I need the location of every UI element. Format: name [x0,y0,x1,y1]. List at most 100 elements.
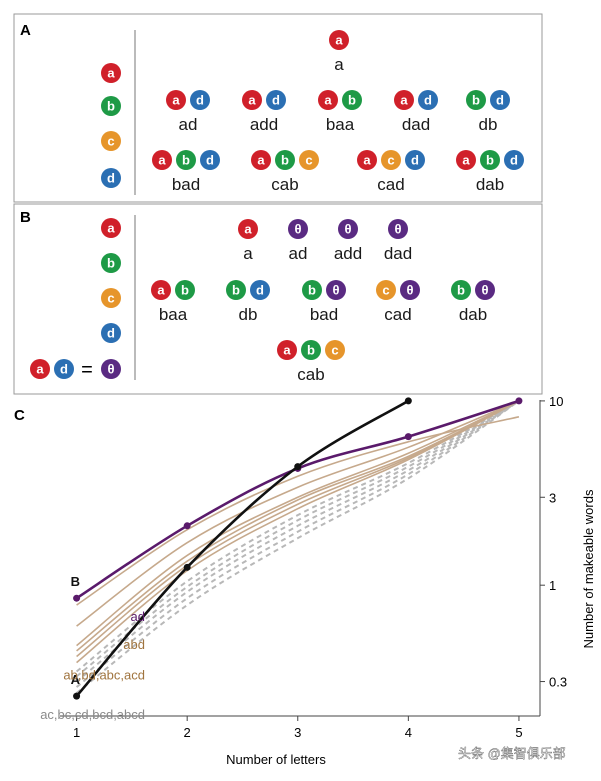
letter-circle [238,219,258,239]
letter-glyph: b [308,283,316,298]
y-tick-label: 1 [549,578,556,593]
letter-glyph: c [305,153,312,168]
letter-glyph: b [307,343,315,358]
series-line-abd [76,400,520,627]
word-label: a [334,55,344,74]
letter-glyph: b [181,283,189,298]
letter-theta-bubble: θ [326,280,346,300]
letter-a-bubble: a [30,359,50,379]
letter-b-bubble: b [101,253,121,273]
letter-glyph: b [232,283,240,298]
letter-d-bubble: d [190,90,210,110]
letter-glyph: d [411,153,419,168]
series-line-A [75,399,410,697]
letter-glyph: a [400,93,408,108]
series-line-bd [76,400,520,652]
letter-circle [338,219,358,239]
legend-label: ab,bd,abc,acd [63,668,145,683]
letter-d-bubble: d [418,90,438,110]
letter-circle [226,280,246,300]
letter-glyph: θ [344,222,351,237]
letter-circle [101,323,121,343]
letter-c-bubble: c [101,288,121,308]
letter-glyph: a [283,343,291,358]
letter-theta-bubble: θ [388,219,408,239]
letter-circle [405,150,425,170]
series-line-bc [75,400,520,678]
legend-label: abd [123,637,145,652]
series-tag-A: A [71,672,81,687]
series-line-ad [76,416,520,606]
word-label: ad [289,244,308,263]
word-label: db [239,305,258,324]
letter-circle [275,150,295,170]
letter-a-bubble: a [151,280,171,300]
word-label: add [334,244,362,263]
letter-circle [54,359,74,379]
letter-a-bubble: a [329,30,349,50]
letter-d-bubble: d [200,150,220,170]
series-point-A [404,397,412,405]
letter-circle [101,253,121,273]
letter-circle [418,90,438,110]
word-baa: a b baa [318,90,362,134]
word-db: b d db [226,280,270,324]
series-line-acd [76,400,520,664]
word-label: cab [297,365,324,384]
legend-label: ad [131,609,145,624]
word-label: db [479,115,498,134]
series-point-B [73,594,81,602]
x-tick-label: 5 [515,725,522,740]
letter-b-bubble: b [101,96,121,116]
letter-glyph: c [387,153,394,168]
letter-circle [166,90,186,110]
series-tag-B: B [71,574,80,589]
letter-glyph: θ [394,222,401,237]
letter-glyph: θ [294,222,301,237]
letter-circle [152,150,172,170]
letter-d-bubble: d [490,90,510,110]
letter-glyph: a [257,153,265,168]
letter-d-bubble: d [54,359,74,379]
letter-b-bubble: b [342,90,362,110]
word-a: aa [329,30,349,74]
letter-glyph: d [60,362,68,377]
letter-circle [277,340,297,360]
letter-circle [326,280,346,300]
letter-glyph: b [107,256,115,271]
letter-circle [299,150,319,170]
word-label: baa [326,115,355,134]
word-label: a [243,244,253,263]
letter-glyph: d [206,153,214,168]
word-baa: a b baa [151,280,195,324]
word-add: θ add [334,219,362,263]
letter-b-bubble: b [226,280,246,300]
letter-glyph: c [331,343,338,358]
panel-b-title: B [20,209,31,226]
letter-a-bubble: a [251,150,271,170]
letter-glyph: c [382,283,389,298]
panel-a-alphabet: a b c d [101,63,121,188]
letter-glyph: θ [332,283,339,298]
letter-a-bubble: a [394,90,414,110]
letter-c-bubble: c [325,340,345,360]
letter-circle [101,131,121,151]
word-label: cad [377,175,404,194]
panel-c: C 1 2 3 4 5 0.3 1 3 10 A Bad abd ab,bd,abc,acd ac,bc,… [14,394,596,767]
y-axis-label: Number of makeable words [581,489,596,648]
letter-d-bubble: d [101,323,121,343]
letter-circle [357,150,377,170]
letter-circle [250,280,270,300]
letter-circle [456,150,476,170]
letter-circle [490,90,510,110]
letter-glyph: a [248,93,256,108]
letter-circle [342,90,362,110]
series-line-bcd [75,400,520,688]
letter-c-bubble: c [101,131,121,151]
letter-glyph: c [107,134,114,149]
letter-circle [318,90,338,110]
letter-circle [302,280,322,300]
word-label: baa [159,305,188,324]
